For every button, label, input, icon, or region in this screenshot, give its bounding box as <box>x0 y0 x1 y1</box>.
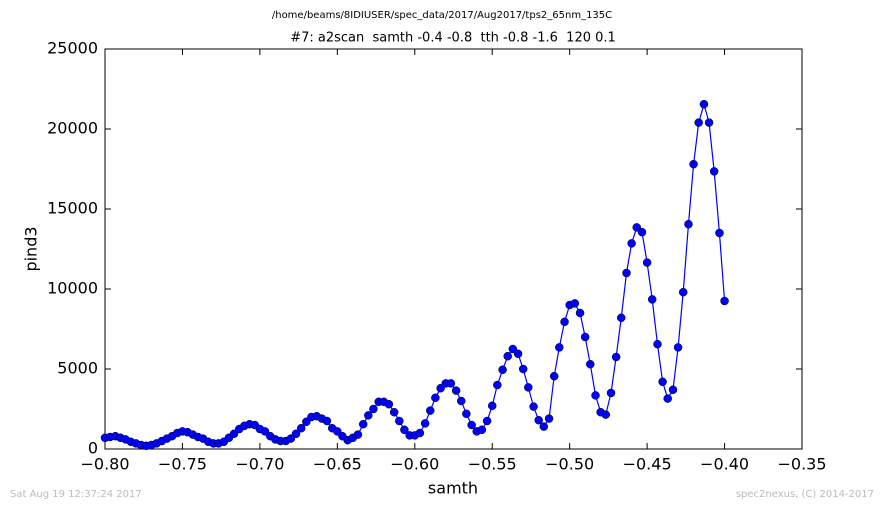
data-point <box>508 344 518 354</box>
data-point <box>678 287 688 297</box>
data-point <box>715 228 724 238</box>
x-tick-label: −0.35 <box>777 455 826 474</box>
data-point <box>653 339 662 349</box>
x-tick-label: −0.55 <box>468 455 517 474</box>
data-point <box>555 343 564 352</box>
data-point <box>591 391 600 400</box>
data-point <box>627 239 636 248</box>
data-point <box>358 419 368 429</box>
data-point <box>586 359 595 369</box>
data-line <box>104 101 726 447</box>
data-point <box>663 394 672 403</box>
x-tick-label: −0.40 <box>700 455 749 474</box>
data-point <box>673 343 683 352</box>
data-point <box>601 410 611 419</box>
data-point <box>462 409 471 419</box>
data-point <box>384 399 394 409</box>
x-tick-label: −0.45 <box>623 455 672 474</box>
data-point <box>539 422 549 431</box>
data-point <box>720 296 729 306</box>
data-point <box>575 308 585 318</box>
data-point <box>446 379 456 388</box>
data-point <box>606 388 616 398</box>
data-point <box>513 349 523 359</box>
data-point <box>400 425 409 435</box>
plot-frame <box>104 48 803 450</box>
data-point <box>632 223 641 232</box>
data-point <box>389 407 399 417</box>
data-point <box>580 332 590 342</box>
data-point <box>487 401 497 411</box>
data-point <box>611 352 621 362</box>
x-tick-label: −0.60 <box>390 455 439 474</box>
data-point <box>694 118 703 127</box>
data-point <box>369 404 378 414</box>
x-tick-label: −0.50 <box>545 455 594 474</box>
data-point <box>503 351 512 361</box>
data-point <box>431 393 440 403</box>
y-axis-label: pind3 <box>22 226 41 271</box>
x-tick-label: −0.80 <box>80 455 129 474</box>
data-point <box>518 364 528 374</box>
data-point <box>296 423 306 433</box>
data-point <box>699 99 709 109</box>
data-point <box>415 428 425 438</box>
data-point <box>570 299 580 308</box>
data-point <box>647 295 657 304</box>
data-point <box>426 406 435 415</box>
data-point <box>395 416 404 426</box>
footer-right: spec2nexus, (C) 2014-2017 <box>736 489 874 500</box>
data-point <box>291 429 301 439</box>
x-tick-label: −0.75 <box>158 455 207 474</box>
data-point <box>668 385 678 395</box>
y-tick-label: 25000 <box>47 39 98 58</box>
data-point <box>477 425 487 435</box>
data-point <box>549 371 559 381</box>
data-point <box>704 118 714 127</box>
data-point <box>353 430 363 439</box>
y-tick-label: 5000 <box>57 359 98 378</box>
data-point <box>229 429 239 439</box>
data-point <box>642 258 652 267</box>
x-axis-label: samth <box>428 479 478 498</box>
data-point <box>637 227 647 237</box>
chart-title: /home/beams/8IDIUSER/spec_data/2017/Aug2… <box>272 10 612 21</box>
data-point <box>482 416 492 426</box>
data-point <box>260 427 270 436</box>
data-point <box>684 219 693 229</box>
data-point <box>451 386 461 395</box>
data-point <box>467 420 476 430</box>
data-point <box>616 313 626 323</box>
data-point <box>560 317 569 327</box>
data-point <box>529 402 538 411</box>
data-point <box>364 411 373 420</box>
footer-left: Sat Aug 19 12:37:24 2017 <box>10 489 142 500</box>
x-tick-label: −0.70 <box>235 455 284 474</box>
y-tick-label: 15000 <box>47 199 98 218</box>
data-point <box>658 377 667 387</box>
data-point <box>709 167 719 176</box>
data-point <box>493 380 502 390</box>
data-point <box>498 365 507 375</box>
data-point <box>420 419 430 428</box>
chart-subtitle: #7: a2scan samth -0.4 -0.8 tth -0.8 -1.6… <box>290 31 616 46</box>
y-tick-label: 0 <box>88 439 98 458</box>
data-point <box>534 415 543 425</box>
data-point <box>456 396 466 406</box>
data-point <box>544 414 554 423</box>
data-point <box>622 268 631 278</box>
data-point <box>689 159 698 169</box>
x-tick-label: −0.65 <box>313 455 362 474</box>
data-point <box>322 416 332 426</box>
data-point <box>524 383 533 392</box>
y-tick-label: 20000 <box>47 119 98 138</box>
y-tick-label: 10000 <box>47 279 98 298</box>
